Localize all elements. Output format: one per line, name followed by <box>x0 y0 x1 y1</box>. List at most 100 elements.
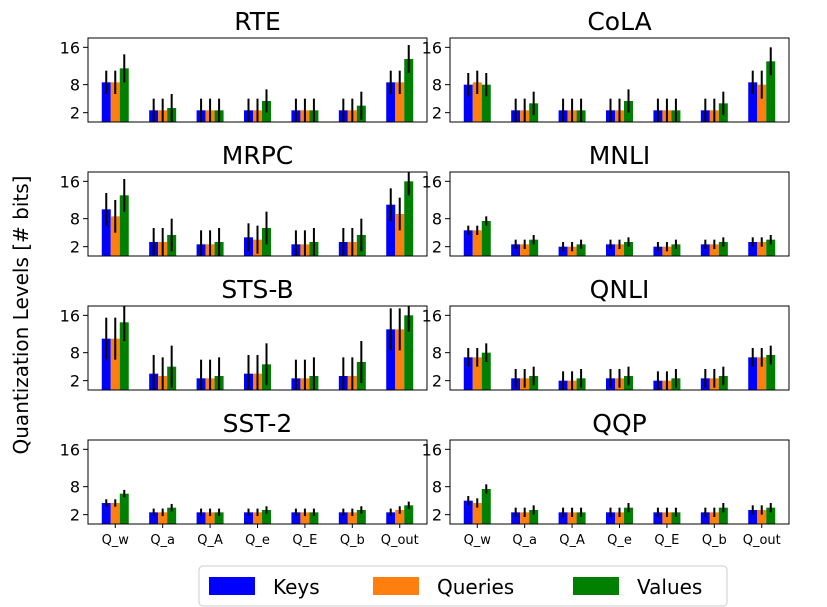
y-tick-label-mnli-16: 16 <box>422 172 442 191</box>
axes-frame-rte <box>87 37 428 123</box>
bar-sst-2-queries-q-a <box>158 512 168 524</box>
panel-title-qnli: QNLI <box>590 275 650 304</box>
panel-sst-2: SST-2 Q_w Q_a Q_A Q_e Q_E Q_b Q_out 2 8 16 <box>60 409 428 548</box>
y-tick-label-sts-b-2: 2 <box>70 372 80 391</box>
x-tick-label-sst-2-q-a: Q_A <box>197 533 223 548</box>
panel-rte: RTE 2 8 16 <box>60 7 428 123</box>
y-tick-label-qnli-16: 16 <box>422 306 442 325</box>
bar-mrpc-queries-q-w <box>110 216 120 256</box>
legend-label-queries: Queries <box>437 575 514 599</box>
y-tick-label-mrpc-8: 8 <box>70 210 80 229</box>
bar-qqp-values-q-a <box>529 510 539 524</box>
bar-sst-2-values-q-e <box>262 510 271 524</box>
bar-cola-values-q-w <box>481 84 491 122</box>
bar-mrpc-values-q-w <box>119 195 129 256</box>
bar-mnli-queries-q-a <box>567 246 577 256</box>
bar-sst-2-queries-q-out <box>395 510 405 524</box>
bar-mnli-keys-q-b <box>700 244 710 256</box>
y-tick-label-cola-2: 2 <box>432 104 442 123</box>
bar-cola-values-q-out <box>766 61 776 122</box>
panels: RTE 2 8 16 CoLA 2 8 16 MRPC 2 8 16 MNLI 2 8 16 STS-B 2 8 16… <box>60 7 790 548</box>
bar-mrpc-keys-q-out <box>386 204 396 256</box>
bar-qqp-queries-q-a <box>520 512 530 524</box>
bar-qnli-values-q-w <box>481 352 491 390</box>
bar-sst-2-values-q-e <box>309 512 319 524</box>
y-tick-label-sts-b-16: 16 <box>60 306 80 325</box>
bar-mnli-values-q-e <box>624 242 633 256</box>
bar-mnli-queries-q-e <box>615 244 624 256</box>
bar-sst-2-values-q-a <box>167 507 177 524</box>
bar-mnli-keys-q-e <box>606 244 615 256</box>
bar-qqp-keys-q-a <box>511 512 521 524</box>
legend-label-keys: Keys <box>273 575 320 599</box>
panel-cola: CoLA 2 8 16 <box>422 7 790 123</box>
bar-rte-queries-q-w <box>110 82 120 122</box>
bar-mnli-queries-q-out <box>757 242 767 256</box>
legend-frame <box>198 565 728 607</box>
axes-frame-sst-2 <box>87 439 428 525</box>
bar-qqp-queries-q-out <box>757 510 767 524</box>
y-tick-label-rte-16: 16 <box>60 38 80 57</box>
bar-mnli-queries-q-e <box>662 246 672 256</box>
y-tick-label-rte-8: 8 <box>70 76 80 95</box>
bar-sst-2-keys-q-a <box>149 512 159 524</box>
bar-rte-values-q-out <box>404 59 414 122</box>
bar-rte-keys-q-w <box>101 82 111 122</box>
bar-mrpc-keys-q-w <box>101 209 111 256</box>
bar-sst-2-queries-q-e <box>253 512 262 524</box>
y-tick-label-mrpc-2: 2 <box>70 238 80 257</box>
bar-sst-2-queries-q-b <box>347 512 357 524</box>
x-tick-label-qqp-q-a: Q_A <box>559 533 585 548</box>
bar-sts-b-queries-q-w <box>110 338 120 390</box>
y-tick-label-rte-2: 2 <box>70 104 80 123</box>
legend-swatch-queries <box>373 577 419 595</box>
bar-qqp-values-q-e <box>624 507 633 524</box>
bar-mnli-values-q-a <box>576 244 586 256</box>
bar-cola-queries-q-w <box>472 82 482 122</box>
bar-sst-2-values-q-b <box>356 510 366 524</box>
bar-mnli-keys-q-w <box>463 230 473 256</box>
y-tick-label-sst-2-16: 16 <box>60 440 80 459</box>
bar-sts-b-keys-q-out <box>386 329 396 390</box>
x-tick-label-qqp-q-out: Q_out <box>743 533 781 548</box>
panel-mnli: MNLI 2 8 16 <box>422 141 790 257</box>
bar-mnli-values-q-a <box>529 239 539 256</box>
bar-sts-b-values-q-out <box>404 315 414 390</box>
y-tick-label-mnli-2: 2 <box>432 238 442 257</box>
bar-mnli-queries-q-w <box>472 230 482 256</box>
bar-qqp-keys-q-e <box>653 512 663 524</box>
panel-mrpc: MRPC 2 8 16 <box>60 141 428 257</box>
bar-qqp-keys-q-b <box>700 512 710 524</box>
x-tick-label-sst-2-q-e: Q_E <box>292 533 317 548</box>
axes-frame-qnli <box>449 305 790 391</box>
axes-frame-sts-b <box>87 305 428 391</box>
bar-cola-keys-q-out <box>748 82 758 122</box>
bar-mnli-keys-q-a <box>511 244 521 256</box>
bar-cola-keys-q-w <box>463 84 473 122</box>
panel-title-mrpc: MRPC <box>222 141 293 170</box>
bar-rte-values-q-w <box>119 68 129 122</box>
bar-qnli-queries-q-out <box>757 357 767 390</box>
bar-rte-keys-q-out <box>386 82 396 122</box>
axes-frame-cola <box>449 37 790 123</box>
bar-qqp-keys-q-a <box>558 512 568 524</box>
x-tick-label-sst-2-q-a: Q_a <box>150 533 175 548</box>
bar-qqp-keys-q-w <box>463 500 473 524</box>
bar-sst-2-queries-q-w <box>110 503 120 524</box>
panel-title-sts-b: STS-B <box>221 275 293 304</box>
bar-qqp-queries-q-e <box>662 512 672 524</box>
y-tick-label-qqp-16: 16 <box>422 440 442 459</box>
bar-sst-2-keys-q-a <box>196 512 206 524</box>
bar-sst-2-queries-q-a <box>205 512 215 524</box>
x-tick-label-qqp-q-a: Q_a <box>512 533 537 548</box>
legend: Keys Queries Values <box>198 565 728 607</box>
bar-mnli-values-q-w <box>481 221 491 256</box>
bar-qqp-values-q-w <box>481 489 491 524</box>
bar-qnli-values-q-out <box>766 355 776 390</box>
bar-qqp-keys-q-e <box>606 512 615 524</box>
panel-qnli: QNLI 2 8 16 <box>422 275 790 391</box>
x-tick-label-qqp-q-e: Q_E <box>654 533 679 548</box>
x-tick-label-qqp-q-e: Q_e <box>607 533 632 548</box>
y-tick-label-sst-2-8: 8 <box>70 478 80 497</box>
